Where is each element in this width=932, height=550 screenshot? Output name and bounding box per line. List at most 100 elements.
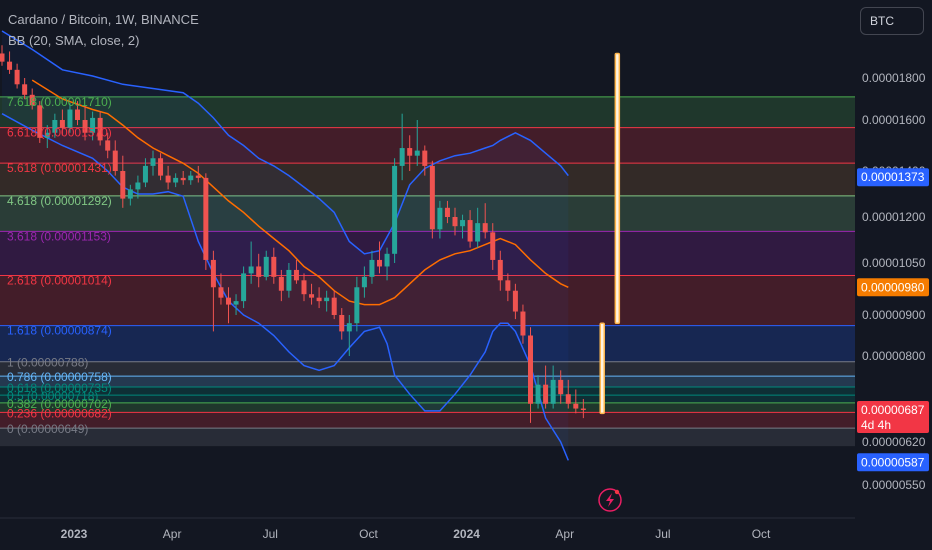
candle (127, 189, 133, 199)
candle (97, 117, 103, 141)
candle (558, 379, 564, 395)
candle (105, 140, 111, 151)
candle (44, 132, 50, 138)
candle (490, 232, 496, 260)
price-tag (857, 168, 929, 187)
candle (165, 175, 171, 183)
candle (422, 150, 428, 166)
indicator-legend[interactable]: BB (20, SMA, close, 2) (8, 33, 140, 48)
candle (543, 384, 549, 404)
candle (535, 384, 541, 404)
candle (580, 408, 586, 410)
fib-label: 0.786 (0.00000758) (7, 370, 112, 384)
candle (226, 297, 231, 305)
fib-zone (0, 325, 855, 362)
candle (203, 177, 209, 260)
fib-label: 0 (0.00000649) (7, 422, 88, 436)
candle (256, 266, 262, 277)
fib-label: 0.618 (0.00000735) (7, 381, 112, 395)
currency-button[interactable]: BTC (860, 7, 924, 35)
fib-zone (0, 163, 855, 196)
candle (29, 94, 35, 106)
price-tag-value: 0.00000587 (861, 455, 925, 469)
bb-upper-line (1, 30, 569, 255)
price-tag (857, 453, 929, 472)
fib-label: 3.618 (0.00001153) (7, 229, 111, 243)
candle (82, 120, 88, 133)
y-tick-label: 0.00001200 (862, 210, 926, 224)
candle (142, 165, 148, 183)
candle (377, 259, 382, 267)
candle (52, 120, 58, 133)
y-tick-label: 0.00001800 (862, 71, 926, 85)
candle (59, 120, 65, 128)
candle (565, 394, 571, 404)
x-tick-label: 2023 (61, 527, 88, 541)
fib-label: 1.618 (0.00000874) (7, 324, 112, 338)
fib-labels: 7.618 (0.00001710) 6.618 (0.00001570) 5.61… (7, 95, 112, 436)
fib-label: 1 (0.00000788) (7, 356, 88, 370)
fib-label: 0.5 (0.00000718) (7, 389, 98, 403)
candle (505, 280, 511, 291)
candle (324, 297, 330, 302)
candle (248, 266, 254, 274)
candle (195, 175, 201, 178)
candle (67, 109, 73, 128)
y-tick-label: 0.00000900 (862, 308, 926, 322)
projection-bar (614, 52, 621, 324)
candle (309, 294, 315, 298)
fib-zone (0, 96, 855, 128)
candle (528, 335, 533, 404)
fib-zone (0, 376, 855, 388)
candle (263, 256, 269, 277)
candle (497, 259, 503, 281)
lightning-icon[interactable] (598, 488, 622, 512)
fib-label: 7.618 (0.00001710) (7, 95, 112, 109)
x-tick-label: Jul (263, 527, 278, 541)
bb-lower-line (1, 113, 569, 461)
candle (37, 105, 43, 138)
x-tick-label: Oct (359, 527, 378, 541)
price-tag-value: 0.00000980 (861, 280, 925, 294)
candle (218, 287, 224, 298)
candle (339, 315, 345, 332)
x-tick-label: Apr (555, 527, 574, 541)
x-tick-label: 2024 (453, 527, 480, 541)
candle (452, 217, 458, 227)
candle (301, 280, 307, 295)
candle (120, 171, 126, 199)
candle (286, 269, 292, 291)
candle (293, 269, 299, 281)
x-axis: 2023 Apr Jul Oct 2024 Apr Jul Oct (0, 517, 855, 550)
candle (7, 61, 13, 70)
x-tick-label: Oct (752, 527, 771, 541)
price-tag-countdown: 4d 4h (861, 418, 891, 432)
price-tag-value: 0.00000687 (861, 403, 925, 417)
candle (150, 158, 156, 166)
candle (75, 109, 80, 120)
fib-lines (0, 96, 855, 429)
candle (22, 84, 28, 95)
fib-label: 6.618 (0.00001570) (7, 126, 112, 140)
y-tick-label: 0.00000620 (862, 435, 926, 449)
projection-bar (599, 322, 605, 415)
fib-label: 4.618 (0.00001292) (7, 194, 112, 208)
fib-label: 0.236 (0.00000682) (7, 406, 112, 420)
candle (429, 165, 435, 230)
x-tick-label: Jul (655, 527, 670, 541)
bb-fill (2, 31, 569, 461)
fib-zone (0, 275, 855, 326)
candle (550, 379, 556, 404)
candle (520, 311, 526, 336)
candle (407, 148, 413, 156)
fib-zone (0, 428, 855, 447)
fib-zone (0, 127, 855, 164)
fib-zone (0, 361, 855, 377)
y-tick-label: 0.00001600 (862, 113, 926, 127)
candle (573, 403, 579, 409)
candle (392, 165, 398, 254)
candle (14, 69, 20, 85)
candle (482, 223, 488, 233)
fib-zone (0, 387, 855, 396)
